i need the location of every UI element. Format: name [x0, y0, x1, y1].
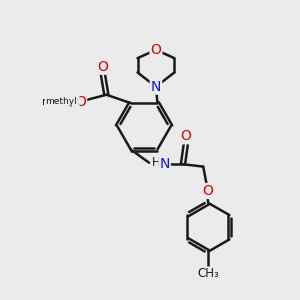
Text: H: H [152, 156, 161, 169]
Text: N: N [159, 157, 170, 171]
Text: O: O [202, 184, 213, 198]
Text: O: O [151, 43, 161, 57]
Text: methyl: methyl [46, 97, 77, 106]
Text: O: O [181, 129, 191, 143]
Text: O: O [97, 60, 108, 74]
Text: methyl: methyl [42, 97, 79, 106]
Text: O: O [75, 94, 86, 109]
Text: CH₃: CH₃ [197, 267, 219, 280]
Text: N: N [151, 80, 161, 94]
